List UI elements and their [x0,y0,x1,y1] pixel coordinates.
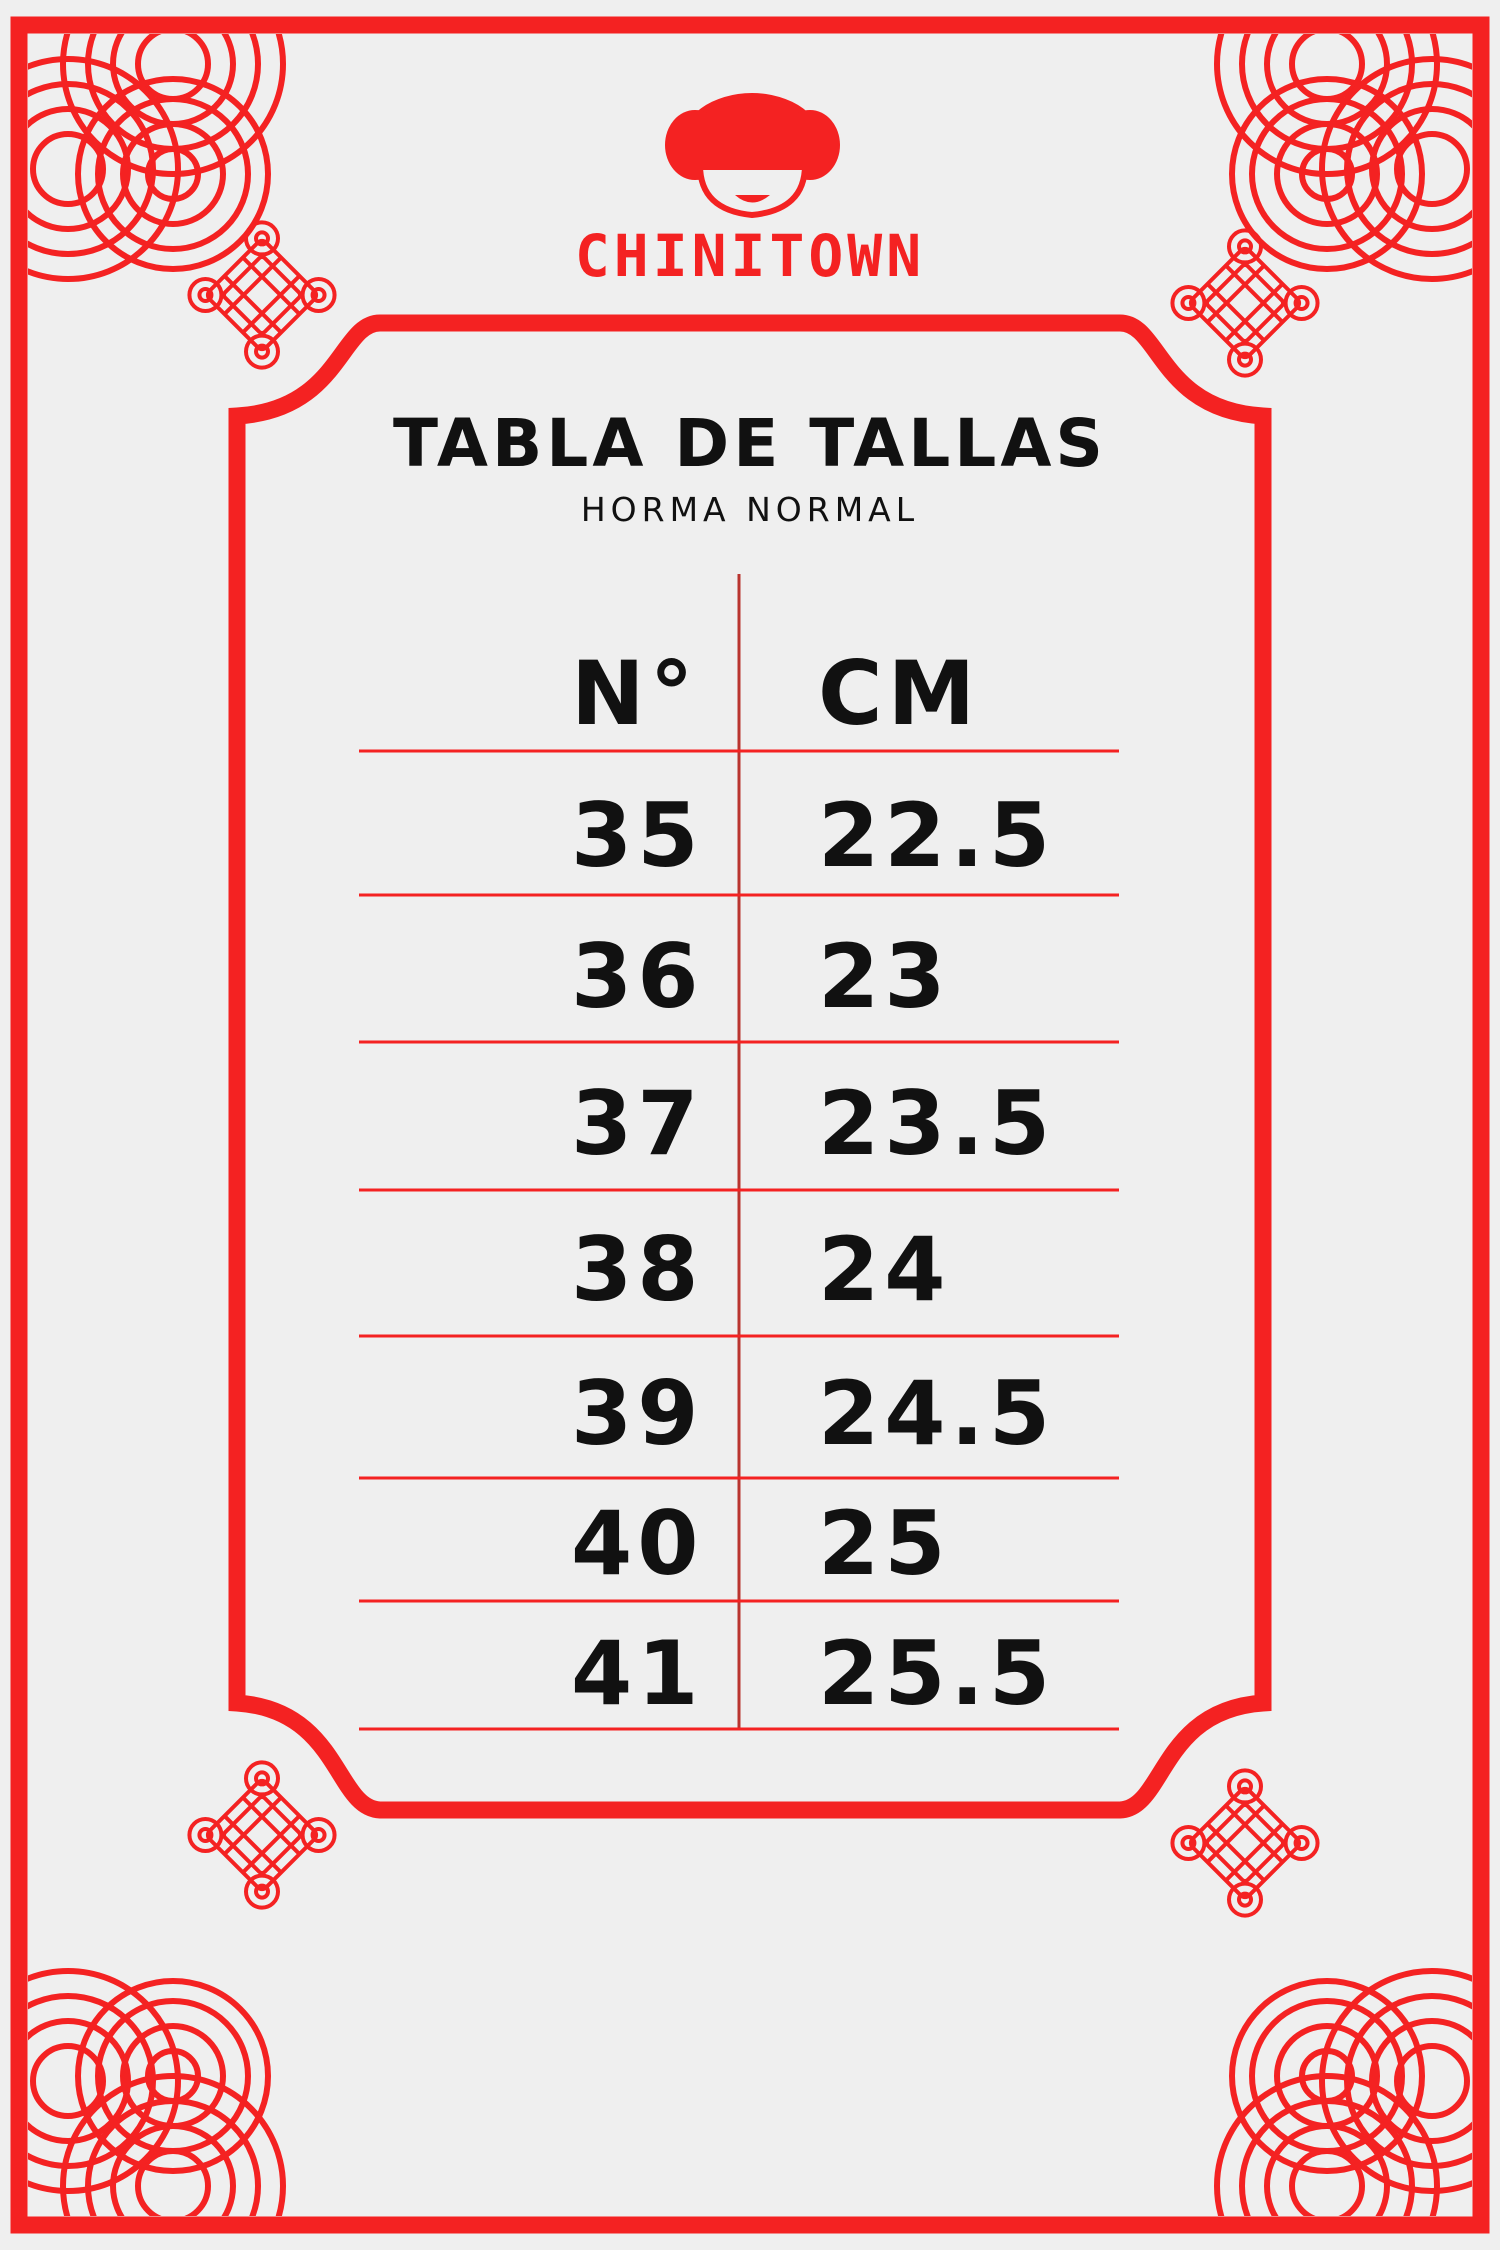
column-header-cm: CM [818,642,981,745]
chinitown-logo [665,93,840,219]
cm-cell: 24 [818,1218,951,1321]
size-cell: 39 [571,1362,704,1465]
size-cell: 36 [571,925,704,1028]
cm-cell: 22.5 [818,784,1056,887]
column-header-size: N° [571,642,699,745]
brand-name: CHINITOWN [574,222,926,290]
size-cell: 35 [571,784,704,887]
cm-cell: 25 [818,1492,951,1595]
size-cell: 37 [571,1072,704,1175]
table-lines [359,574,1119,1731]
page-subtitle: HORMA NORMAL [580,490,920,529]
cm-cell: 25.5 [818,1622,1056,1725]
cm-cell: 24.5 [818,1362,1056,1465]
inner-frame [228,314,1272,1819]
size-cell: 38 [571,1218,704,1321]
cm-cell: 23 [818,925,951,1028]
size-cell: 40 [571,1492,704,1595]
outer-border [10,16,1490,2234]
page-title: TABLA DE TALLAS [393,405,1107,482]
size-cell: 41 [571,1622,704,1725]
cm-cell: 23.5 [818,1072,1056,1175]
